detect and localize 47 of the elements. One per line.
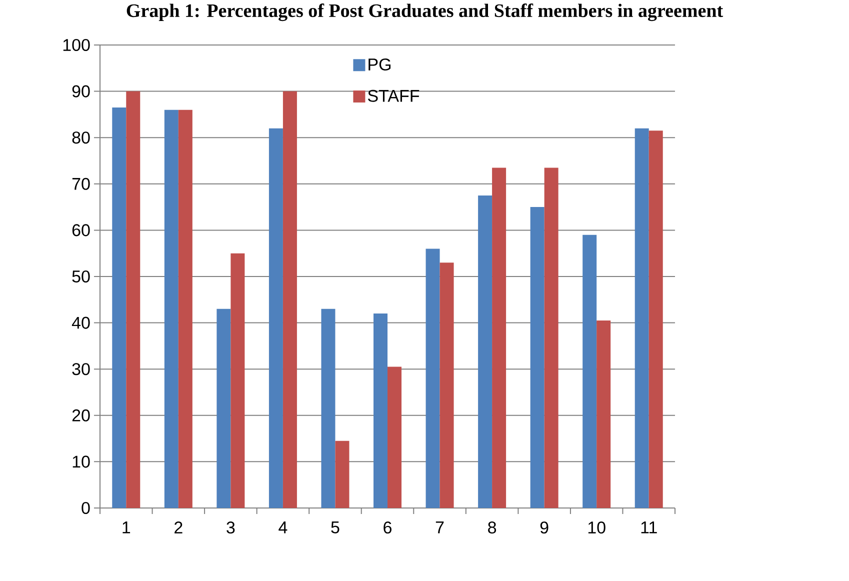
bar [582, 234, 597, 508]
x-tick-label: 10 [588, 522, 606, 534]
y-tick-label: 30 [72, 363, 90, 376]
bar [268, 128, 283, 508]
bar [492, 168, 506, 508]
x-tick-label: 6 [384, 522, 392, 534]
x-tick-label: 9 [540, 522, 548, 534]
bar [164, 110, 178, 508]
legend-label: STAFF [368, 90, 420, 102]
bar [230, 253, 245, 508]
y-tick-label: 40 [72, 316, 90, 329]
x-tick-label: 3 [226, 522, 235, 534]
bar [478, 195, 492, 508]
y-tick-label: 90 [72, 85, 90, 98]
bar [544, 168, 558, 508]
y-tick-label: 50 [72, 270, 90, 283]
y-tick-label: 20 [72, 409, 90, 422]
x-tick-label: 8 [488, 522, 496, 534]
y-tick-label: 100 [63, 38, 90, 52]
bar [388, 366, 402, 508]
bar [530, 207, 544, 508]
bar [426, 248, 440, 508]
y-tick-label: 60 [72, 224, 90, 236]
y-tick-label: 0 [82, 502, 90, 514]
bar [440, 262, 454, 508]
y-tick-label: 70 [72, 178, 90, 190]
bar [178, 110, 192, 508]
bar [374, 314, 388, 508]
x-tick-label: 5 [331, 522, 340, 534]
bar [126, 91, 140, 508]
x-tick-label: 7 [436, 522, 444, 534]
bar [596, 320, 611, 508]
bar [321, 308, 336, 508]
x-tick-label: 11 [641, 522, 657, 534]
bar [216, 308, 231, 508]
x-tick-label: 4 [278, 522, 288, 534]
bar [335, 440, 350, 508]
bar [648, 130, 663, 508]
y-tick-label: 80 [72, 132, 90, 144]
x-tick-label: 2 [174, 522, 182, 534]
bar [112, 107, 126, 508]
bar [282, 91, 297, 508]
legend-label: PG [368, 58, 391, 70]
x-tick-label: 1 [122, 522, 130, 534]
chart-title: Graph 1: Percentages of Post Graduates and Staff members in agreement [126, 4, 724, 22]
bar [634, 128, 649, 508]
y-tick-label: 10 [72, 456, 90, 468]
